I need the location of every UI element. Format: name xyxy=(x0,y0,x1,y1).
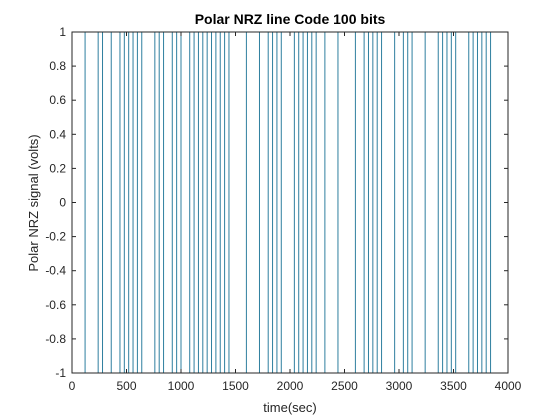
y-tick-label: -0.6 xyxy=(45,298,66,312)
x-tick-label: 1000 xyxy=(168,379,195,393)
y-tick-label: -0.8 xyxy=(45,332,66,346)
y-tick-label: 0.6 xyxy=(49,93,66,107)
y-tick-label: 0.8 xyxy=(49,59,66,73)
x-tick-label: 3000 xyxy=(386,379,413,393)
y-axis-label: Polar NRZ signal (volts) xyxy=(26,134,41,271)
y-tick-label: 0.2 xyxy=(49,161,66,175)
x-tick-label: 2000 xyxy=(277,379,304,393)
x-tick-label: 4000 xyxy=(495,379,522,393)
tick-layer: 0 500 1000 1500 2000 2500 3000 3500 4000 1 0.8 0.6 0… xyxy=(45,25,521,393)
y-tick-label: -0.2 xyxy=(45,230,66,244)
y-tick-label: -0.4 xyxy=(45,264,66,278)
chart-title: Polar NRZ line Code 100 bits xyxy=(195,11,386,27)
y-tick-label: 1 xyxy=(59,25,66,39)
x-tick-label: 1500 xyxy=(222,379,249,393)
y-tick-label: 0.4 xyxy=(49,127,66,141)
x-tick-label: 500 xyxy=(116,379,136,393)
y-tick-label: 0 xyxy=(59,196,66,210)
x-axis-label: time(sec) xyxy=(263,400,316,415)
x-tick-label: 2500 xyxy=(331,379,358,393)
y-tick-label: -1 xyxy=(55,366,66,380)
x-tick-label: 0 xyxy=(69,379,76,393)
x-tick-label: 3500 xyxy=(440,379,467,393)
